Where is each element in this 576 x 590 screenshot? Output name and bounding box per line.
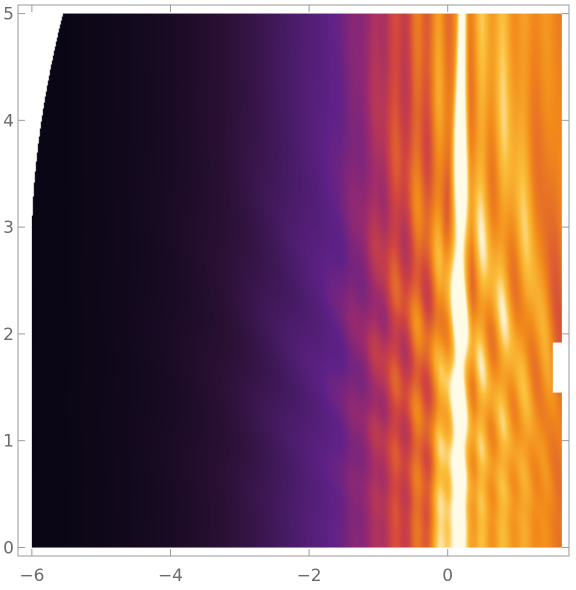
heatmap-raster <box>31 13 562 548</box>
x-tick-label: 0 <box>442 566 453 586</box>
x-tick-label: −2 <box>297 566 322 586</box>
plot-frame <box>17 4 570 557</box>
frame-border <box>17 4 570 557</box>
y-tick-label: 5 <box>3 5 14 25</box>
heatmap-image <box>31 13 562 548</box>
x-axis: −6 −4 −2 0 <box>19 5 453 586</box>
y-tick-label: 2 <box>3 325 14 345</box>
x-tick-label: −6 <box>19 566 44 586</box>
y-tick-label: 3 <box>3 218 14 238</box>
y-tick-label: 0 <box>3 538 14 558</box>
y-tick-label: 4 <box>3 111 14 131</box>
y-tick-label: 1 <box>3 432 14 452</box>
y-axis: 0 1 2 3 4 5 <box>3 5 569 558</box>
x-tick-label: −4 <box>158 566 183 586</box>
